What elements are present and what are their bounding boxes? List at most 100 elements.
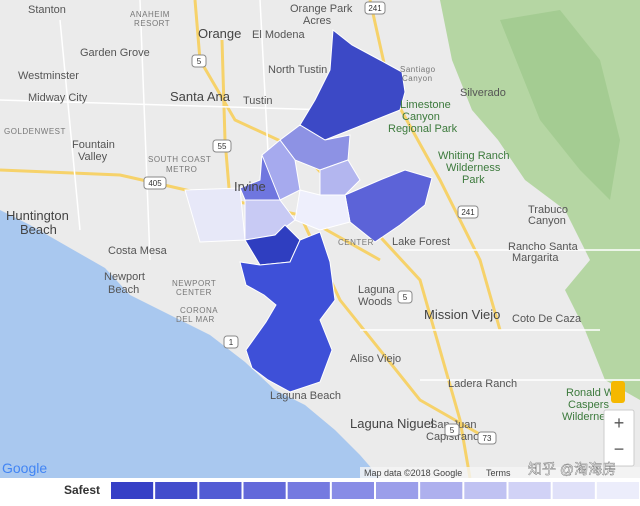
place-label: METRO [166, 165, 197, 174]
place-label: Orange [198, 26, 241, 41]
highway-label: 1 [229, 338, 234, 347]
place-label: CORONA [180, 306, 218, 315]
highway-label: 5 [197, 57, 202, 66]
place-label: Trabuco [528, 204, 568, 216]
legend-swatch [331, 482, 374, 499]
legend [111, 482, 639, 499]
place-label: Ronald W. [566, 387, 617, 399]
legend-swatch [287, 482, 330, 499]
place-label: Rancho Santa [508, 241, 579, 253]
place-label: NEWPORT [172, 279, 216, 288]
place-label: CENTER [176, 288, 212, 297]
place-label: Santa Ana [170, 89, 231, 104]
highway-label: 405 [148, 179, 162, 188]
place-label: Whiting Ranch [438, 150, 510, 162]
shield [444, 423, 460, 437]
shield [457, 205, 479, 219]
place-label: Costa Mesa [108, 245, 168, 257]
place-label: Wilderness [446, 162, 501, 174]
watermark: 知乎 @淘海房 [528, 461, 616, 477]
place-label: Orange Park [290, 3, 353, 15]
place-label: GOLDENWEST [4, 127, 66, 136]
zoom-out[interactable]: − [614, 439, 625, 459]
zoom-control: + − [603, 381, 635, 467]
place-label: Margarita [512, 252, 559, 264]
place-label: North Tustin [268, 64, 327, 76]
map-data: Map data ©2018 Google [364, 468, 462, 478]
shield [364, 1, 386, 15]
place-label: Laguna [358, 284, 396, 296]
highway-label: 5 [403, 293, 408, 302]
place-label: SOUTH COAST [148, 155, 211, 164]
legend-swatch [199, 482, 242, 499]
place-label: Stanton [28, 4, 66, 16]
place-label: Lake Forest [392, 236, 450, 248]
place-label: Garden Grove [80, 47, 150, 59]
place-label: Ladera Ranch [448, 378, 517, 390]
place-label: Canyon [402, 111, 440, 123]
highway-shields: 241 5 55 405 241 5 1 73 5 [143, 1, 497, 445]
place-label: Newport [104, 271, 145, 283]
zoom-box [603, 409, 635, 467]
attribution-bg [360, 467, 640, 478]
place-label: Caspers [568, 399, 609, 411]
legend-swatch [464, 482, 507, 499]
legend-swatch [243, 482, 286, 499]
highway-label: 5 [450, 426, 455, 435]
place-label: CENTER [338, 238, 374, 247]
place-label: Beach [108, 284, 139, 296]
shield [212, 139, 232, 153]
legend-swatch [155, 482, 198, 499]
ocean [0, 210, 380, 478]
place-label: Park [462, 174, 485, 186]
place-label: Fountain [72, 139, 115, 151]
place-label: Westminster [18, 70, 79, 82]
place-label: DEL MAR [176, 315, 215, 324]
place-label: Regional Park [388, 123, 458, 135]
place-label: Coto De Caza [512, 313, 582, 325]
roads [0, 0, 640, 381]
place-label: Limestone [400, 99, 451, 111]
google-logo: Google [2, 460, 47, 476]
place-label: Acres [303, 15, 332, 27]
place-label: Canyon [402, 74, 433, 83]
zoom-in[interactable]: + [614, 413, 625, 433]
legend-swatch [420, 482, 463, 499]
place-label: Midway City [28, 92, 88, 104]
legend-swatch [552, 482, 595, 499]
place-label: Capistrano [426, 431, 479, 443]
place-label: Laguna Beach [270, 390, 341, 402]
shield [223, 335, 239, 349]
shield [477, 431, 497, 445]
place-label: Mission Viejo [424, 307, 500, 322]
irvine-areas [184, 29, 433, 393]
shield [397, 290, 413, 304]
place-label: Wilderness [562, 411, 617, 423]
legend-swatch [376, 482, 419, 499]
terms-link[interactable]: Terms [486, 468, 511, 478]
highway-label: 73 [483, 434, 492, 443]
place-label: ANAHEIM [130, 10, 170, 19]
legend-swatch [508, 482, 551, 499]
shield [191, 54, 207, 68]
place-label: El Modena [252, 29, 305, 41]
legend-swatch [111, 482, 154, 499]
place-label: Huntington [6, 208, 69, 223]
highway-label: 241 [368, 4, 382, 13]
place-label: Irvine [234, 179, 266, 194]
place-label: Laguna Niguel [350, 416, 434, 431]
place-label: Aliso Viejo [350, 353, 401, 365]
place-label: Silverado [460, 87, 506, 99]
place-label: Beach [20, 222, 57, 237]
highway-label: 241 [461, 208, 475, 217]
legend-swatch [596, 482, 639, 499]
highway-label: 55 [218, 142, 227, 151]
place-label: RESORT [134, 19, 170, 28]
pegman[interactable] [611, 381, 625, 403]
hills-dark [500, 10, 620, 200]
place-label: Woods [358, 296, 393, 308]
place-label: Valley [78, 151, 108, 163]
legend-label: Safest [64, 483, 100, 497]
place-label: Santiago [400, 65, 436, 74]
place-label: Canyon [528, 215, 566, 227]
